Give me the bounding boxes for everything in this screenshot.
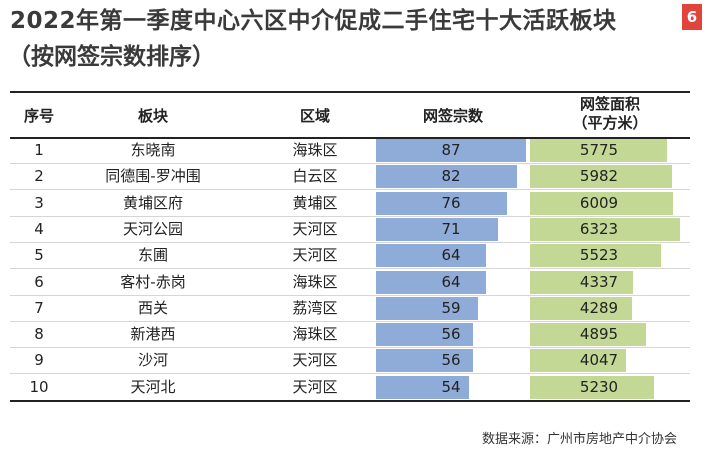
count-bar [376,270,487,294]
area-bar [530,191,673,215]
area-bar [530,139,667,162]
district-cell: 天河区 [292,246,338,265]
table-row: 7 西关 荔湾区 59 4289 [10,295,690,322]
count-label: 64 [441,272,461,291]
count-bar [376,375,470,399]
count-bar [376,323,473,347]
area-label: 5775 [579,141,619,159]
rank-cell: 7 [34,298,44,317]
header-area-line2: （平方米） [572,114,648,132]
district-cell: 天河区 [292,377,338,396]
block-cell: 同德围-罗冲围 [105,167,201,186]
area-label: 4289 [579,298,619,317]
table-row: 8 新港西 海珠区 56 4895 [10,321,690,349]
data-source: 数据来源：广州市房地产中介协会 [481,432,677,447]
block-cell: 东晓南 [130,141,176,159]
district-cell: 天河区 [292,351,338,370]
count-label: 59 [441,298,461,317]
table-row: 1 东晓南 海珠区 87 5775 [10,137,690,164]
count-bar [376,191,508,215]
chart-title: 2022年第一季度中心六区中介促成二手住宅十大活跃板块 [10,8,617,34]
area-label: 4895 [579,325,619,344]
area-bar [530,165,672,189]
area-label: 6009 [579,193,619,212]
district-cell: 海珠区 [292,272,338,291]
block-cell: 黄埔区府 [122,193,183,212]
area-label: 4047 [579,351,619,370]
table-header: 序号 板块 区域 网签宗数 网签面积 （平方米） [10,91,690,139]
count-label: 64 [441,246,461,265]
table-row: 5 东圃 天河区 64 5523 [10,242,690,270]
count-label: 87 [441,141,461,159]
area-bar [530,217,680,241]
rank-cell: 9 [34,351,44,370]
count-label: 56 [441,325,461,344]
block-cell: 天河北 [130,377,176,396]
block-cell: 客村-赤岗 [120,272,186,291]
block-cell: 西关 [137,298,168,317]
table-row: 10 天河北 天河区 54 5230 [10,374,690,401]
count-bar [376,139,526,162]
count-bar [376,349,473,373]
district-cell: 海珠区 [292,325,338,344]
count-bar [376,165,518,189]
header-district: 区域 [299,107,330,125]
rank-cell: 4 [34,219,44,238]
district-cell: 白云区 [292,167,338,186]
area-bar [530,323,647,347]
area-bar [530,349,626,373]
block-cell: 天河公园 [122,219,183,238]
area-bar [530,296,632,320]
page-number-badge: 6 [682,4,702,30]
count-bar [376,296,478,320]
rank-cell: 2 [34,167,44,186]
table-row: 2 同德围-罗冲围 白云区 82 5982 [10,163,690,191]
area-label: 5523 [579,246,619,265]
area-label: 5982 [579,167,619,186]
district-cell: 海珠区 [292,141,338,159]
rank-cell: 10 [29,377,49,396]
rank-cell: 1 [34,141,44,159]
count-label: 54 [441,377,461,396]
header-rank: 序号 [23,107,54,125]
chart-subtitle: （按网签宗数排序） [8,44,215,70]
block-cell: 沙河 [137,351,168,370]
count-label: 76 [441,193,461,212]
rank-cell: 8 [34,325,44,344]
table-row: 6 客村-赤岗 海珠区 64 4337 [10,269,690,296]
count-bar [376,244,487,268]
area-bar [530,270,633,294]
area-bar [530,375,655,399]
header-block: 板块 [137,107,168,125]
area-label: 5230 [579,377,619,396]
district-cell: 天河区 [292,219,338,238]
count-label: 82 [441,167,461,186]
rank-cell: 6 [34,272,44,291]
district-cell: 黄埔区 [292,193,338,212]
area-label: 6323 [579,219,619,238]
rank-cell: 3 [34,193,44,212]
header-area-line1: 网签面积 [579,95,640,113]
table-row: 4 天河公园 天河区 71 6323 [10,216,690,243]
area-label: 4337 [579,272,619,291]
count-label: 56 [441,351,461,370]
rank-cell: 5 [34,246,44,265]
district-cell: 荔湾区 [292,298,338,317]
count-label: 71 [441,219,461,238]
count-bar [376,217,499,241]
header-area: 网签面积 （平方米） [530,95,690,133]
table-bottom-rule [10,400,690,402]
header-count: 网签宗数 [422,107,483,125]
block-cell: 新港西 [130,325,176,344]
table-row: 9 沙河 天河区 56 4047 [10,347,690,375]
table-row: 3 黄埔区府 黄埔区 76 6009 [10,190,690,217]
area-bar [530,244,662,268]
block-cell: 东圃 [137,246,168,265]
